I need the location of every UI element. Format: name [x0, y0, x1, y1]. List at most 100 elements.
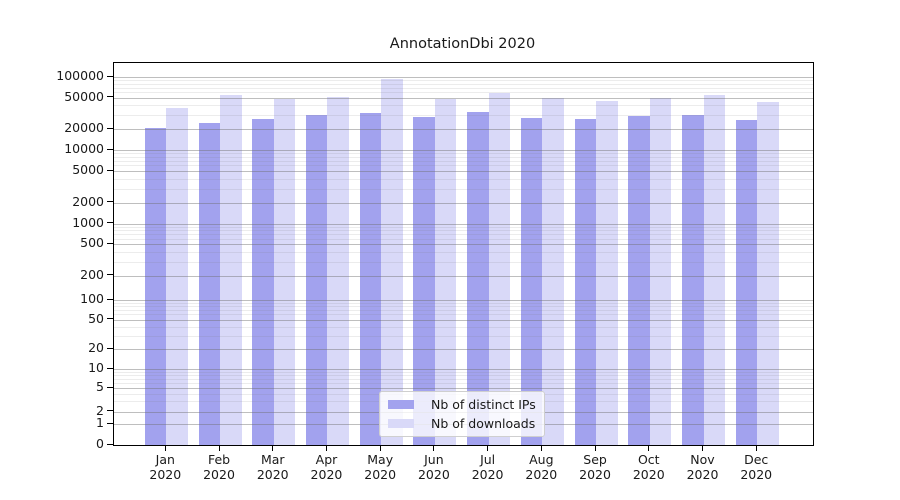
bar-downloads [488, 92, 511, 445]
y-tick-mark [107, 148, 113, 150]
gridline-major [114, 369, 813, 370]
x-tick-mark [702, 445, 703, 451]
x-tick-label-month: Apr [315, 452, 338, 467]
y-tick-mark [107, 75, 113, 77]
x-tick-label-year: 2020 [632, 467, 665, 482]
y-tick-mark [107, 242, 113, 244]
x-tick-label: Feb 2020 [191, 452, 247, 482]
gridline-major [114, 223, 813, 225]
x-tick-label-month: Jan [155, 452, 175, 467]
x-tick-label-month: Nov [690, 452, 715, 467]
gridline-minor [114, 226, 813, 228]
x-tick-mark [648, 445, 650, 451]
x-tick-label: Dec 2020 [728, 452, 784, 482]
bar-distinct-ips [520, 117, 543, 445]
bar-distinct-ips [198, 123, 221, 445]
y-tick-label: 50 [88, 310, 104, 326]
x-tick-label: Mar 2020 [245, 452, 301, 482]
x-tick-mark [594, 445, 596, 451]
gridline-minor [114, 310, 813, 312]
y-tick-label: 200 [80, 266, 104, 282]
y-tick-label: 1 [96, 415, 104, 430]
y-tick-mark [107, 127, 113, 129]
gridline-minor [114, 234, 813, 236]
gridline-minor [114, 156, 813, 158]
y-tick-label: 10 [88, 360, 104, 375]
x-tick-label-year: 2020 [686, 467, 719, 482]
legend-item-distinct-ips: Nb of distinct IPs [386, 397, 538, 412]
gridline-minor [114, 188, 813, 190]
x-tick-label-month: May [367, 452, 394, 467]
y-tick-mark [107, 347, 113, 349]
y-tick-mark [107, 169, 113, 171]
bar-downloads [273, 99, 296, 445]
y-tick-mark [107, 298, 113, 300]
x-tick-mark [325, 445, 327, 451]
x-tick-label: Nov 2020 [675, 452, 731, 482]
y-tick-label: 5 [96, 379, 104, 394]
gridline-minor [114, 160, 813, 162]
gridline-minor [114, 314, 813, 316]
legend-item-downloads: Nb of downloads [386, 416, 538, 431]
x-tick-label-year: 2020 [149, 467, 182, 482]
y-tick-label: 10000 [64, 141, 104, 156]
y-tick-label: 20 [88, 340, 104, 355]
x-tick-label-month: Dec [744, 452, 769, 467]
gridline-major [114, 388, 813, 389]
gridline-minor [114, 165, 813, 167]
bar-downloads [381, 79, 403, 445]
bar-distinct-ips [413, 117, 435, 445]
y-tick-label: 20000 [64, 120, 104, 135]
x-tick-label-year: 2020 [310, 467, 343, 482]
bar-downloads [166, 108, 188, 445]
bar-distinct-ips [735, 119, 758, 445]
gridline-minor [114, 302, 813, 304]
gridline-major [114, 275, 813, 277]
x-tick-label-month: Aug [529, 452, 554, 467]
bar-downloads [596, 100, 618, 445]
x-tick-label: Jul 2020 [460, 452, 516, 482]
x-tick-label-year: 2020 [579, 467, 611, 482]
gridline-major [114, 171, 813, 172]
x-tick-mark [164, 445, 166, 451]
x-tick-label-year: 2020 [471, 467, 504, 482]
bar-downloads [327, 96, 349, 445]
y-tick-label: 2000 [72, 193, 104, 209]
gridline-minor [114, 261, 813, 263]
gridline-minor [114, 251, 813, 253]
gridline-minor [114, 92, 813, 94]
y-tick-mark [107, 386, 113, 388]
y-tick-mark [107, 201, 113, 202]
x-tick-label: May 2020 [352, 452, 408, 482]
gridline-minor [114, 238, 813, 240]
y-tick-mark [107, 410, 113, 411]
bar-distinct-ips [574, 119, 597, 445]
x-tick-label-year: 2020 [525, 467, 558, 482]
legend: Nb of distinct IPs Nb of downloads [379, 391, 545, 437]
gridline-minor [114, 230, 813, 232]
gridline-minor [114, 335, 813, 337]
x-tick-mark [272, 445, 274, 451]
bar-distinct-ips [682, 114, 704, 445]
gridline-minor [114, 83, 813, 85]
legend-label-downloads: Nb of downloads [431, 416, 536, 431]
x-tick-label-year: 2020 [417, 467, 450, 482]
x-tick-label-month: Feb [207, 452, 231, 467]
legend-swatch-downloads [388, 418, 414, 429]
y-tick-mark [107, 222, 113, 223]
x-tick-label: Sep 2020 [567, 452, 623, 482]
x-tick-label: Jan 2020 [137, 452, 193, 482]
gridline-minor [114, 80, 813, 82]
gridline-minor [114, 371, 813, 373]
x-tick-mark [540, 445, 542, 451]
y-tick-label: 5000 [72, 162, 104, 177]
y-tick-label: 1000 [72, 214, 104, 230]
x-tick-label-month: Jul [480, 452, 496, 467]
y-tick-label: 2 [96, 402, 104, 418]
gridline-major [114, 97, 813, 99]
x-tick-label: Apr 2020 [298, 452, 354, 482]
bar-downloads [434, 98, 457, 445]
gridline-minor [114, 87, 813, 89]
gridline-minor [114, 153, 813, 155]
